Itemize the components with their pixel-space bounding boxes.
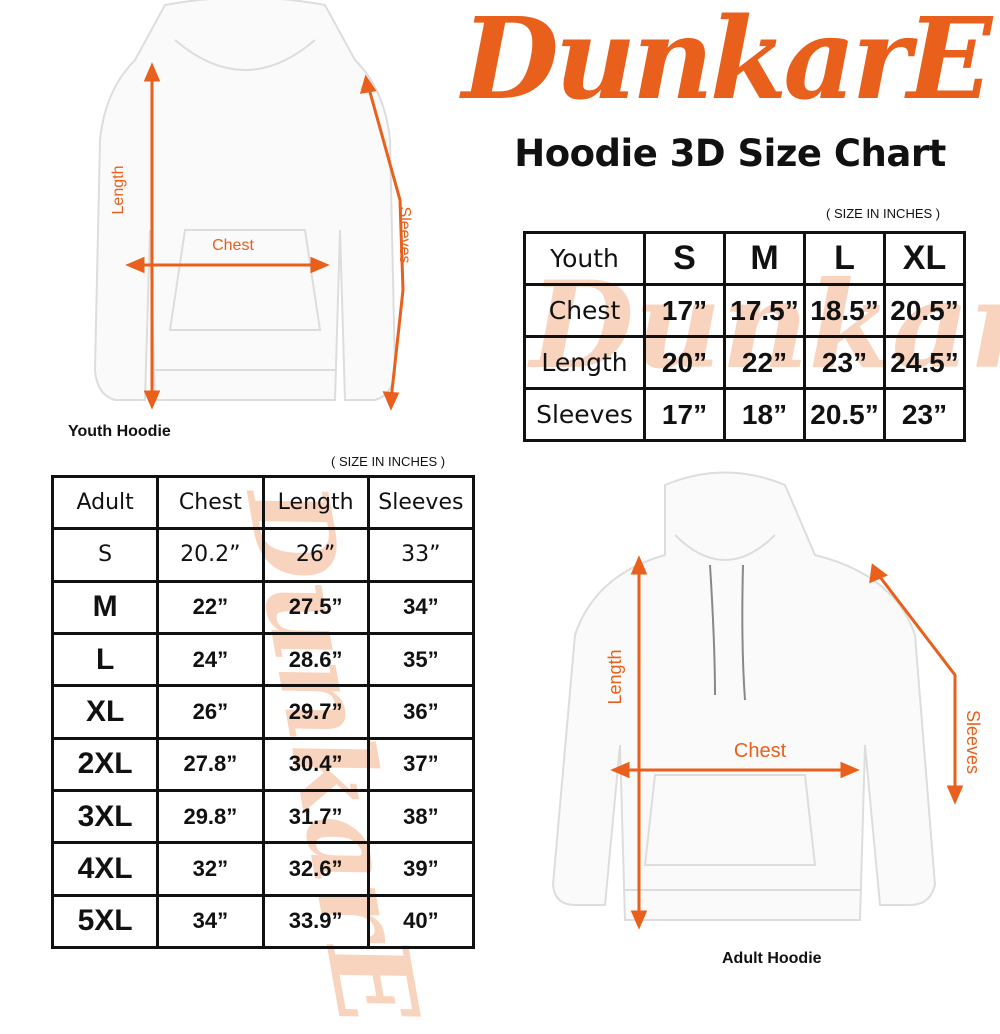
- table-row: 2XL 27.8” 30.4” 37”: [50, 736, 476, 792]
- table-cell: 31.7”: [261, 788, 370, 845]
- table-cell: 33.9”: [261, 893, 370, 950]
- table-row: XL 26” 29.7” 36”: [50, 684, 476, 740]
- table-row: 4XL 32” 32.6” 39”: [50, 841, 476, 897]
- row-label: Chest: [523, 283, 646, 338]
- adult-length-label: Length: [605, 649, 625, 704]
- youth-hoodie-caption: Youth Hoodie: [68, 423, 171, 440]
- youth-hoodie-image: Length Chest Sleeves: [93, 0, 413, 411]
- row-label: XL: [50, 684, 160, 740]
- youth-length-label: Length: [110, 166, 127, 215]
- table-cell: 29.7”: [261, 684, 370, 740]
- table-row: M 22” 27.5” 34”: [50, 579, 476, 635]
- table-cell: 20”: [643, 335, 726, 390]
- table-row: S 20.2” 26” 33”: [50, 527, 476, 583]
- header-cell: Chest: [156, 474, 265, 531]
- adult-size-table: Adult Chest Length Sleeves S 20.2” 26” 33” M…: [50, 474, 476, 950]
- header-cell: Youth: [523, 231, 646, 286]
- table-cell: 34”: [156, 893, 265, 950]
- table-cell: 20.5”: [883, 283, 966, 338]
- table-cell: 22”: [156, 579, 265, 635]
- table-cell: 17”: [643, 283, 726, 338]
- adult-chest-label: Chest: [734, 740, 787, 762]
- table-cell: 23”: [803, 335, 886, 390]
- youth-size-table: Youth S M L XL Chest 17” 17.5” 18.5” 20.…: [523, 231, 966, 442]
- table-cell: 37”: [366, 736, 476, 792]
- table-cell: 17”: [643, 387, 726, 442]
- table-cell: 38”: [366, 788, 476, 845]
- brand-logo: DunkarE: [461, 0, 993, 125]
- table-cell: 23”: [883, 387, 966, 442]
- youth-units-note: ( SIZE IN INCHES ): [826, 206, 941, 221]
- header-cell: Adult: [50, 474, 160, 531]
- header-cell: XL: [883, 231, 966, 286]
- table-cell: 18”: [723, 387, 806, 442]
- youth-sleeves-label: Sleeves: [396, 207, 413, 264]
- table-cell: 18.5”: [803, 283, 886, 338]
- table-cell: 29.8”: [156, 788, 265, 845]
- header-cell: M: [723, 231, 806, 286]
- table-cell: 34”: [366, 579, 476, 635]
- adult-hoodie-image: Length Chest Sleeves: [551, 471, 983, 930]
- table-cell: 28.6”: [261, 631, 370, 688]
- table-cell: 32”: [156, 841, 265, 897]
- header-cell: Length: [261, 474, 370, 531]
- adult-units-note: ( SIZE IN INCHES ): [331, 454, 446, 469]
- table-cell: 33”: [366, 527, 476, 583]
- table-cell: 20.2”: [156, 527, 265, 583]
- table-cell: 27.8”: [156, 736, 265, 792]
- page-title: Hoodie 3D Size Chart: [514, 132, 946, 175]
- table-row: 5XL 34” 33.9” 40”: [50, 893, 476, 950]
- table-header-row: Adult Chest Length Sleeves: [50, 474, 476, 531]
- table-row: Chest 17” 17.5” 18.5” 20.5”: [523, 283, 966, 338]
- table-cell: 22”: [723, 335, 806, 390]
- table-cell: 24”: [156, 631, 265, 688]
- row-label: Length: [523, 335, 646, 390]
- youth-chest-label: Chest: [212, 237, 254, 254]
- table-row: Length 20” 22” 23” 24.5”: [523, 335, 966, 390]
- row-label: Sleeves: [523, 387, 646, 442]
- table-row: 3XL 29.8” 31.7” 38”: [50, 788, 476, 845]
- table-row: Sleeves 17” 18” 20.5” 23”: [523, 387, 966, 442]
- table-cell: 26”: [261, 527, 370, 583]
- table-cell: 26”: [156, 684, 265, 740]
- table-cell: 17.5”: [723, 283, 806, 338]
- row-label: 3XL: [50, 788, 160, 845]
- table-cell: 20.5”: [803, 387, 886, 442]
- row-label: 2XL: [50, 736, 160, 792]
- table-cell: 35”: [366, 631, 476, 688]
- row-label: M: [50, 579, 160, 635]
- table-cell: 27.5”: [261, 579, 370, 635]
- row-label: L: [50, 631, 160, 688]
- table-cell: 40”: [366, 893, 476, 950]
- table-cell: 30.4”: [261, 736, 370, 792]
- row-label: 5XL: [50, 893, 160, 950]
- table-cell: 24.5”: [883, 335, 966, 390]
- table-cell: 32.6”: [261, 841, 370, 897]
- row-label: S: [50, 527, 160, 583]
- header-cell: S: [643, 231, 726, 286]
- adult-hoodie-caption: Adult Hoodie: [722, 950, 822, 967]
- table-cell: 36”: [366, 684, 476, 740]
- adult-sleeves-label: Sleeves: [963, 710, 983, 774]
- header-cell: Sleeves: [366, 474, 476, 531]
- row-label: 4XL: [50, 841, 160, 897]
- table-cell: 39”: [366, 841, 476, 897]
- header-cell: L: [803, 231, 886, 286]
- table-row: L 24” 28.6” 35”: [50, 631, 476, 688]
- table-header-row: Youth S M L XL: [523, 231, 966, 286]
